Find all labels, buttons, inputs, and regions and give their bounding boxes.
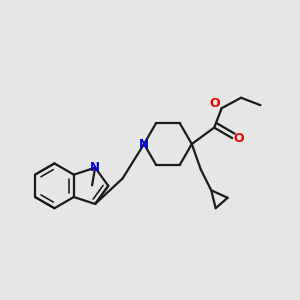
Text: N: N: [90, 161, 100, 174]
Text: N: N: [139, 137, 149, 151]
Text: O: O: [209, 97, 220, 110]
Text: O: O: [233, 132, 244, 145]
